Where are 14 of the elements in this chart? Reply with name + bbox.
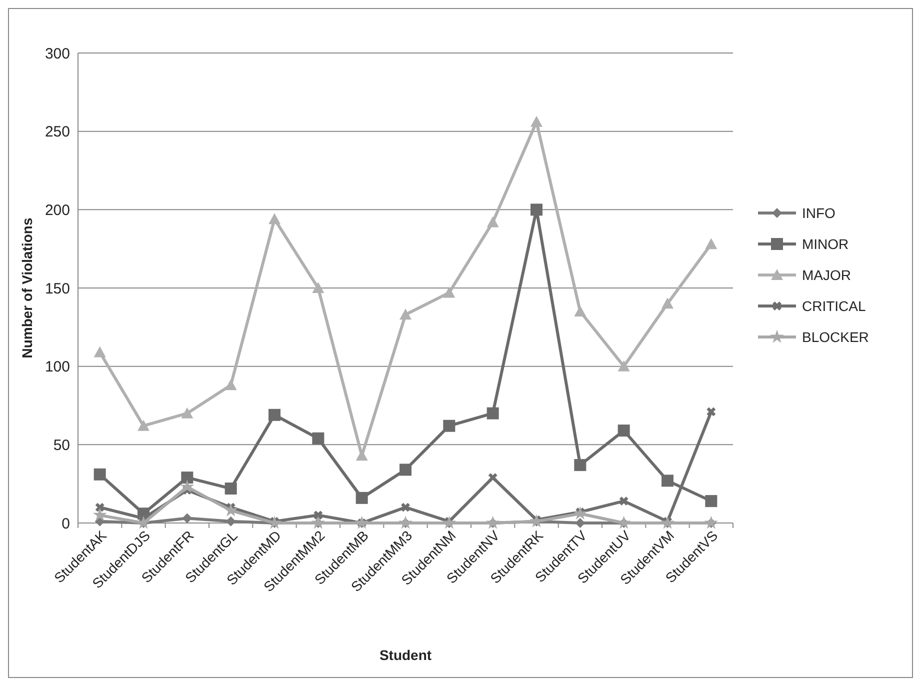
- legend-label: BLOCKER: [802, 328, 869, 345]
- y-tick-label: 300: [44, 45, 70, 62]
- y-tick-label: 50: [53, 436, 70, 454]
- legend-label: CRITICAL: [802, 298, 866, 314]
- y-tick-label: 200: [44, 202, 70, 219]
- legend-label: MAJOR: [802, 266, 851, 283]
- y-tick-label: 0: [62, 515, 70, 532]
- legend-label: INFO: [802, 204, 836, 221]
- y-tick-label: 150: [44, 280, 70, 298]
- legend-label: MINOR: [802, 236, 849, 252]
- y-tick-label: 100: [44, 358, 70, 376]
- y-tick-label: 250: [44, 124, 70, 141]
- x-axis-title: Student: [379, 647, 432, 663]
- y-axis-title: Number of Violations: [19, 218, 35, 358]
